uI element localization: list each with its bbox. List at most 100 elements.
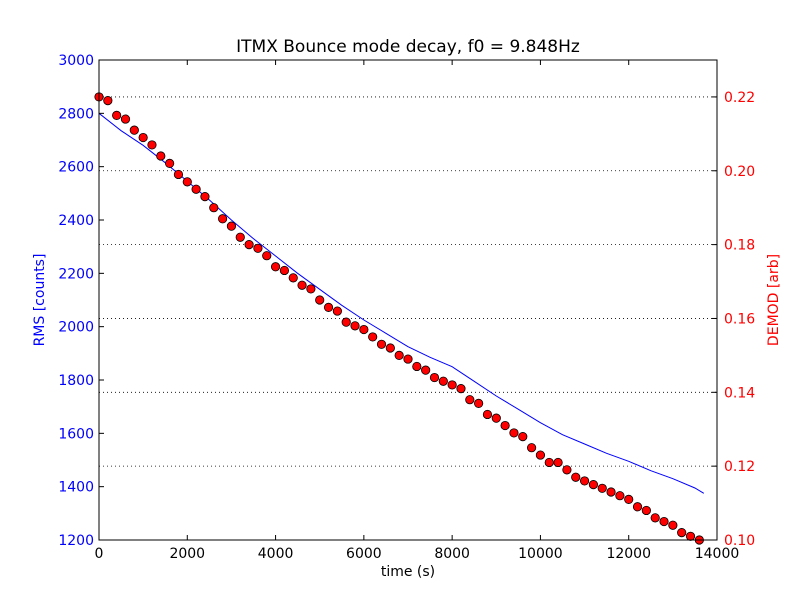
demod-point bbox=[500, 420, 510, 431]
demod-point bbox=[624, 494, 634, 504]
demod-point bbox=[632, 502, 643, 512]
demod-point bbox=[650, 513, 660, 523]
demod-point bbox=[156, 151, 166, 161]
demod-point bbox=[474, 398, 484, 408]
demod-point bbox=[288, 273, 298, 283]
y-tick-label-right: 0.12 bbox=[724, 459, 755, 475]
demod-point bbox=[606, 487, 616, 497]
demod-point bbox=[535, 450, 546, 460]
demod-point bbox=[491, 413, 501, 423]
demod-point bbox=[218, 214, 228, 224]
y-tick-label-left: 1800 bbox=[58, 373, 94, 389]
demod-point bbox=[253, 243, 263, 253]
demod-point bbox=[200, 192, 210, 202]
y-tick-label-left: 1400 bbox=[58, 480, 94, 496]
demod-point bbox=[368, 332, 378, 342]
demod-point bbox=[571, 472, 581, 482]
demod-point bbox=[359, 324, 369, 335]
y-tick-label-left: 1600 bbox=[58, 426, 94, 442]
demod-point bbox=[385, 343, 395, 353]
x-tick-label: 4000 bbox=[258, 546, 294, 562]
x-axis-label: time (s) bbox=[381, 564, 435, 580]
demod-point bbox=[659, 516, 669, 527]
demod-point bbox=[526, 443, 537, 453]
demod-point bbox=[544, 457, 554, 468]
demod-point bbox=[350, 321, 360, 331]
demod-point bbox=[429, 372, 440, 383]
demod-point bbox=[518, 432, 528, 442]
demod-point bbox=[553, 457, 563, 468]
y-tick-label-left: 2200 bbox=[58, 266, 94, 282]
x-tick-label: 8000 bbox=[434, 546, 470, 562]
demod-point bbox=[209, 203, 219, 213]
demod-point bbox=[447, 380, 457, 390]
y-tick-label-left: 2600 bbox=[58, 160, 94, 176]
demod-point bbox=[421, 365, 431, 375]
y-tick-label-right: 0.10 bbox=[724, 533, 755, 549]
x-tick-label: 2000 bbox=[169, 546, 205, 562]
demod-point bbox=[103, 96, 113, 106]
demod-point bbox=[465, 395, 475, 405]
demod-point bbox=[244, 240, 254, 250]
y-tick-label-left: 2400 bbox=[58, 213, 94, 229]
demod-point bbox=[579, 476, 590, 486]
demod-point bbox=[323, 302, 334, 312]
demod-point bbox=[165, 158, 175, 168]
demod-point bbox=[394, 350, 404, 360]
demod-series-layer bbox=[94, 92, 704, 545]
tick-layer: 0 2000 4000 6000 8000 10000 12000 14000 1200 1400… bbox=[58, 53, 755, 562]
x-tick-label: 14000 bbox=[695, 546, 740, 562]
demod-point bbox=[138, 132, 148, 143]
demod-point bbox=[306, 284, 316, 294]
demod-point bbox=[191, 184, 201, 194]
demod-point bbox=[509, 428, 519, 438]
demod-point bbox=[677, 528, 687, 538]
demod-point bbox=[588, 480, 599, 490]
y-tick-label-left: 1200 bbox=[58, 533, 94, 549]
demod-point bbox=[597, 483, 607, 493]
demod-point bbox=[685, 531, 696, 541]
y-tick-label-left: 2000 bbox=[58, 320, 94, 336]
plot-frame bbox=[98, 59, 718, 541]
y-axis-label-right: DEMOD [arb] bbox=[766, 254, 782, 346]
demod-point bbox=[562, 465, 572, 475]
demod-point bbox=[120, 114, 131, 124]
demod-point bbox=[332, 306, 342, 316]
y-axis-label-left: RMS [counts] bbox=[32, 254, 48, 347]
demod-point bbox=[482, 409, 493, 420]
demod-point bbox=[270, 262, 281, 272]
y-tick-label-right: 0.16 bbox=[724, 311, 755, 327]
demod-point bbox=[438, 376, 448, 386]
y-tick-label-left: 3000 bbox=[58, 53, 94, 69]
demod-point bbox=[297, 280, 307, 290]
demod-point bbox=[112, 110, 122, 120]
demod-point bbox=[235, 232, 245, 242]
demod-point bbox=[129, 125, 139, 135]
demod-point bbox=[412, 361, 422, 372]
x-tick-label: 12000 bbox=[606, 546, 651, 562]
demod-point bbox=[403, 354, 413, 364]
y-tick-label-right: 0.14 bbox=[724, 385, 755, 401]
demod-point bbox=[315, 295, 325, 305]
demod-point bbox=[641, 505, 651, 516]
grid-layer bbox=[99, 96, 717, 467]
x-tick-label: 10000 bbox=[518, 546, 563, 562]
y-tick-label-right: 0.18 bbox=[724, 238, 755, 254]
demod-point bbox=[376, 339, 387, 349]
x-tick-label: 0 bbox=[95, 546, 104, 562]
y-tick-label-right: 0.20 bbox=[724, 164, 755, 180]
demod-point bbox=[456, 384, 466, 394]
demod-point bbox=[615, 491, 625, 501]
y-tick-label-right: 0.22 bbox=[724, 90, 755, 106]
demod-point bbox=[668, 520, 678, 530]
demod-point bbox=[182, 177, 192, 187]
demod-point bbox=[341, 317, 351, 327]
demod-point bbox=[262, 251, 272, 261]
x-tick-label: 6000 bbox=[346, 546, 382, 562]
demod-point bbox=[173, 169, 184, 180]
chart-title: ITMX Bounce mode decay, f0 = 9.848Hz bbox=[236, 37, 580, 57]
demod-point bbox=[226, 221, 237, 231]
demod-point bbox=[147, 140, 157, 150]
